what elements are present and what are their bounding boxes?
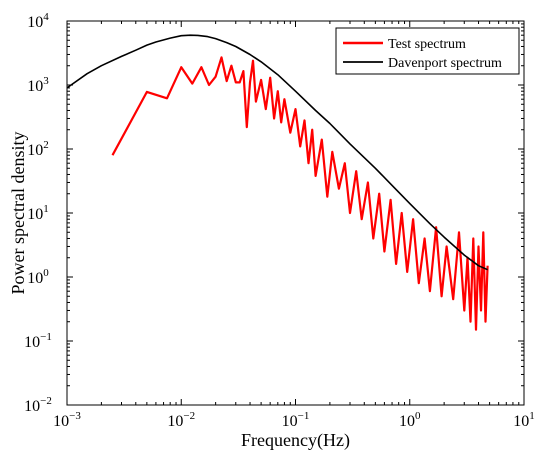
x-tick-label: 100 <box>399 410 421 430</box>
y-tick-label: 103 <box>27 75 49 95</box>
plot-area <box>66 20 525 406</box>
y-tick-label: 10−1 <box>24 331 52 351</box>
x-tick-label: 101 <box>513 410 535 430</box>
series-line-test-spectrum <box>111 56 489 331</box>
y-axis-label: Power spectral density <box>8 132 28 295</box>
y-tick-label: 104 <box>27 11 49 31</box>
series-layer <box>66 34 489 331</box>
legend: Test spectrum Davenport spectrum <box>335 27 520 75</box>
y-tick-label: 101 <box>27 203 49 223</box>
x-axis-label: Frequency(Hz) <box>241 430 350 451</box>
y-tick-label: 102 <box>27 139 49 159</box>
series-line-davenport-spectrum <box>66 34 488 271</box>
legend-box <box>335 27 520 75</box>
x-tick-label: 10−1 <box>282 410 310 430</box>
legend-label-test: Test spectrum <box>388 37 466 52</box>
ticks-layer: 10−3 10−2 10−1 100 10110−210−110010110210310… <box>24 11 535 430</box>
y-tick-label: 100 <box>27 267 49 287</box>
legend-label-davenport: Davenport spectrum <box>388 56 502 71</box>
x-tick-label: 10−2 <box>167 410 195 430</box>
y-tick-label: 10−2 <box>24 395 52 415</box>
x-tick-label: 10−3 <box>53 410 81 430</box>
